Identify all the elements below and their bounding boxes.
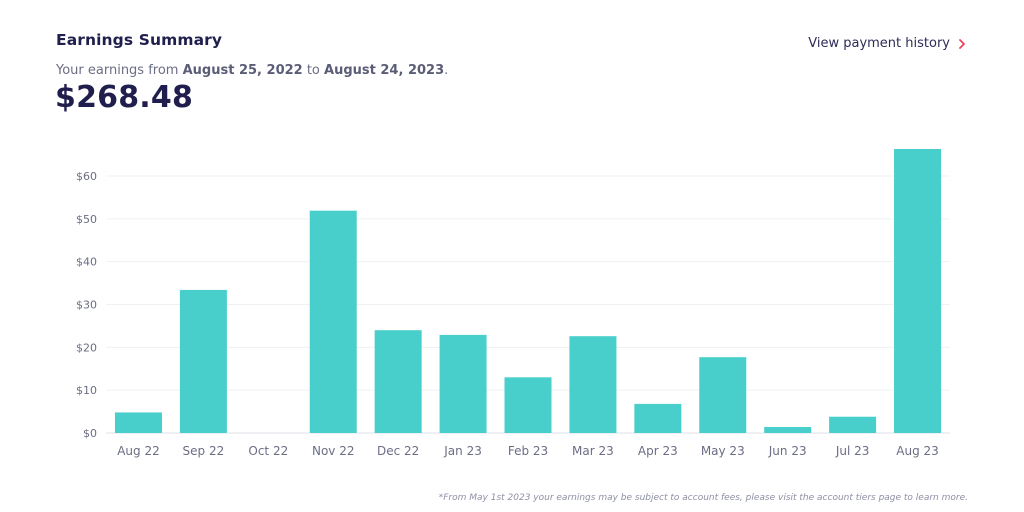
bar-aug-23[interactable] — [894, 149, 942, 433]
y-tick-label: $10 — [76, 384, 97, 397]
bar-sep-22[interactable] — [179, 289, 227, 433]
x-tick-label: Apr 23 — [638, 444, 678, 458]
earnings-period-text: Your earnings from August 25, 2022 to Au… — [56, 63, 448, 78]
x-tick-label: Feb 23 — [508, 444, 548, 458]
x-tick-label: Jan 23 — [443, 444, 482, 458]
bar-jun-23[interactable] — [764, 427, 812, 433]
y-tick-label: $50 — [76, 213, 97, 226]
account-fees-footnote: *From May 1st 2023 your earnings may be … — [438, 493, 968, 503]
start-date: August 25, 2022 — [182, 63, 303, 78]
bar-mar-23[interactable] — [569, 336, 617, 433]
subtitle-mid: to — [302, 63, 325, 78]
y-tick-label: $30 — [76, 298, 97, 311]
bar-nov-22[interactable] — [309, 210, 357, 433]
view-payment-history-label: View payment history — [808, 36, 950, 51]
x-tick-label: Nov 22 — [312, 444, 355, 458]
bar-aug-22[interactable] — [114, 412, 162, 433]
x-tick-label: Jul 23 — [835, 444, 870, 458]
earnings-bar-chart: $0 $10 $20 $30 $40 $50 $60 Aug 22 Sep 22 Oct 22 No… — [76, 149, 950, 458]
y-tick-label: $40 — [76, 256, 97, 269]
x-tick-label: Mar 23 — [572, 444, 614, 458]
total-earnings: $268.48 — [55, 80, 194, 115]
page-title: Earnings Summary — [56, 31, 223, 49]
x-tick-label: Dec 22 — [377, 444, 419, 458]
y-tick-label: $60 — [76, 170, 97, 183]
view-payment-history-link[interactable]: View payment history — [808, 36, 968, 51]
x-tick-label: Aug 23 — [896, 444, 939, 458]
chevron-right-icon — [959, 38, 965, 49]
x-tick-label: Oct 22 — [248, 444, 288, 458]
x-tick-label: Sep 22 — [183, 444, 225, 458]
x-tick-label: May 23 — [701, 444, 745, 458]
x-tick-label: Jun 23 — [768, 444, 807, 458]
bar-dec-22[interactable] — [374, 330, 422, 433]
y-tick-label: $0 — [83, 427, 97, 440]
end-date: August 24, 2023 — [324, 63, 445, 78]
x-tick-label: Aug 22 — [117, 444, 160, 458]
bar-jul-23[interactable] — [829, 416, 877, 433]
bar-apr-23[interactable] — [634, 403, 682, 433]
bar-feb-23[interactable] — [504, 377, 552, 433]
bar-may-23[interactable] — [699, 357, 747, 433]
bar-jan-23[interactable] — [439, 334, 487, 433]
subtitle-prefix: Your earnings from — [56, 63, 183, 78]
subtitle-suffix: . — [444, 63, 449, 78]
y-tick-label: $20 — [76, 341, 97, 354]
